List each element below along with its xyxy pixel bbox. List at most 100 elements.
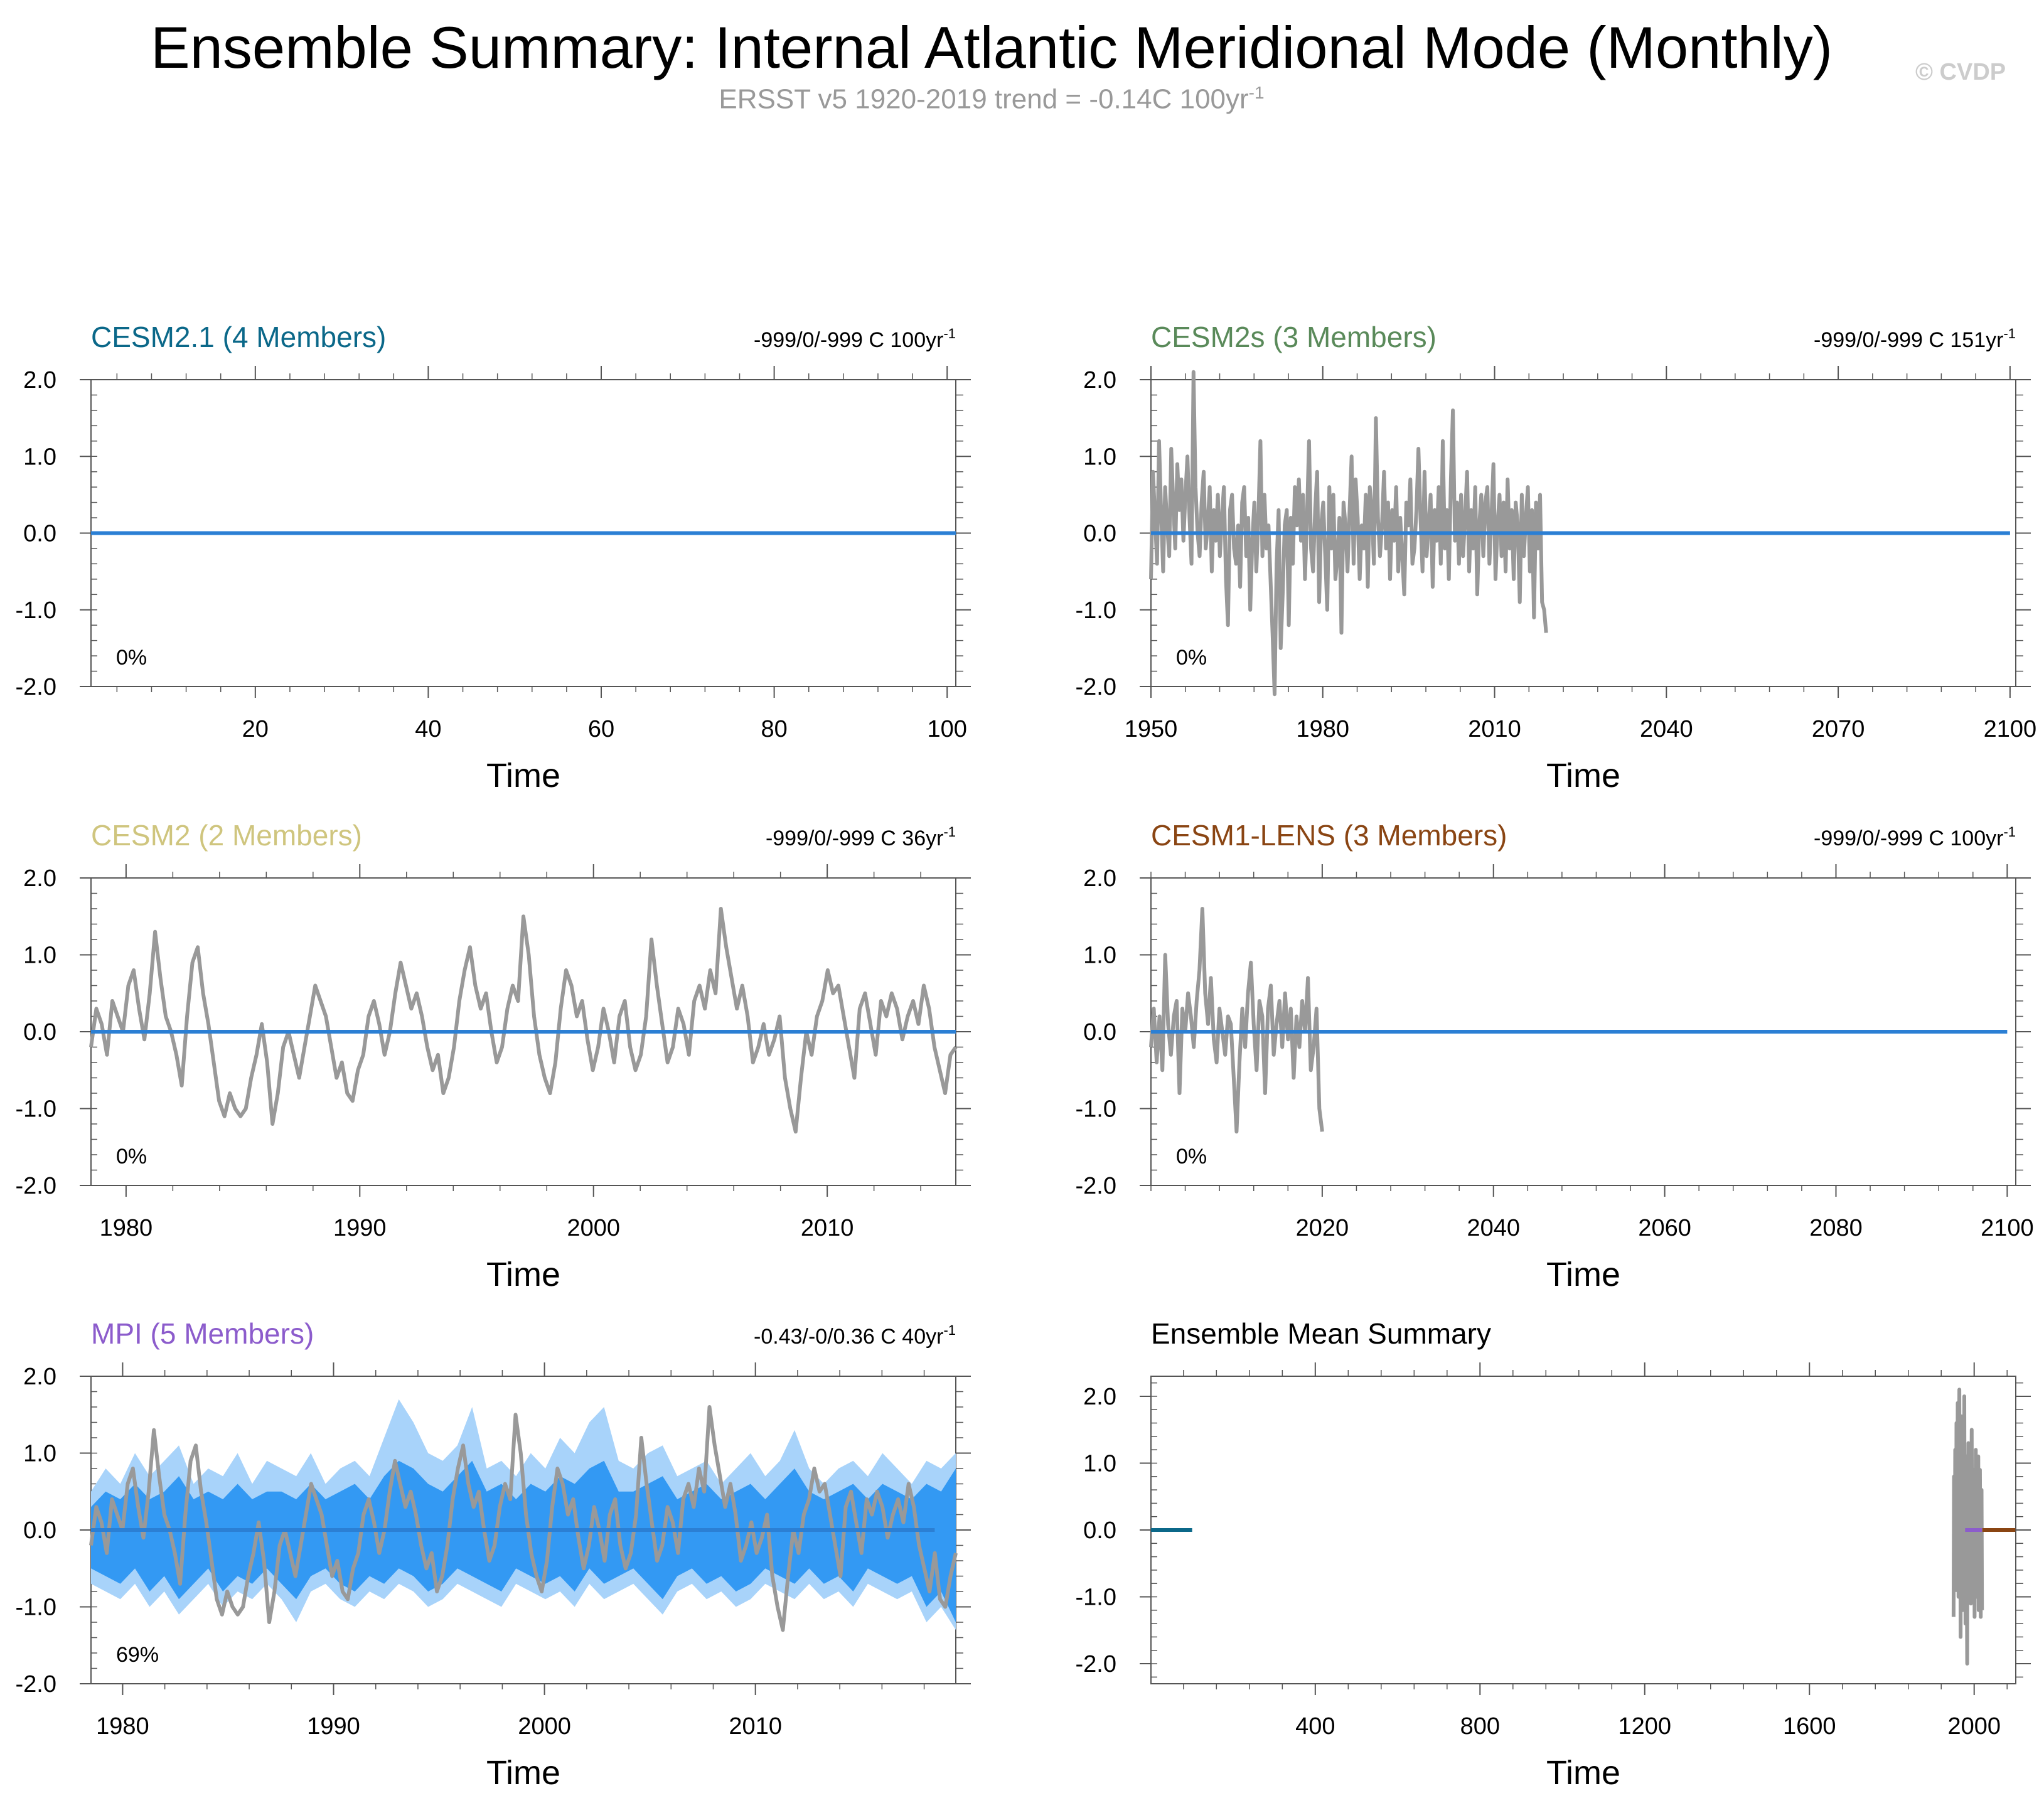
x-tick-label: 2040: [1467, 1215, 1520, 1241]
x-tick-label: 800: [1460, 1713, 1500, 1740]
x-tick-label: 1990: [333, 1215, 387, 1241]
panel-trend-text: -0.43/-0/0.36 C 40yr-1: [754, 1322, 956, 1349]
chart-panel-1: 2.0 1.0 0.0 -1.0 -2.0 20 40 60 80 100 CESM2.1 (4 M…: [16, 321, 971, 794]
x-tick-label: 80: [761, 716, 787, 742]
chart-panel-6: 2.0 1.0 0.0 -1.0 -2.0 400 800 1200 1600 2000 Ensem…: [1076, 1317, 2031, 1792]
x-axis-label: Time: [486, 757, 560, 794]
x-tick-label: 2010: [729, 1713, 782, 1740]
trend-value: -0.43/-0/0.36 C 40yr: [754, 1325, 943, 1349]
x-axis-label: Time: [486, 1256, 560, 1293]
trend-superscript: -1: [943, 326, 956, 341]
panel-title: Ensemble Mean Summary: [1151, 1317, 1491, 1350]
y-tick-label: 0.0: [23, 521, 56, 547]
chart-panel-5: 2.0 1.0 0.0 -1.0 -2.0 1980 1990 2000 2010 MPI (5 …: [16, 1317, 971, 1792]
trend-value: -999/0/-999 C 100yr: [1814, 826, 2003, 850]
plot-frame: [1150, 1376, 2016, 1684]
panel-title: CESM1-LENS (3 Members): [1151, 819, 1507, 852]
x-tick-label: 2040: [1640, 716, 1693, 742]
series-observed: [89, 907, 958, 1134]
series-observed: [89, 1405, 958, 1632]
y-tick-label: -1.0: [16, 1595, 56, 1621]
panel-title: MPI (5 Members): [91, 1317, 314, 1350]
y-tick-label: 0.0: [23, 1019, 56, 1046]
y-tick-label: -2.0: [1076, 1651, 1116, 1677]
y-tick-label: 2.0: [1083, 367, 1116, 393]
y-tick-label: -2.0: [16, 1173, 56, 1199]
y-tick-label: -1.0: [1076, 1096, 1116, 1123]
panel-trend-text: -999/0/-999 C 100yr-1: [754, 326, 956, 352]
x-tick-label: 60: [588, 716, 614, 742]
x-axis-label: Time: [486, 1754, 560, 1792]
y-tick-label: 2.0: [1083, 865, 1116, 892]
trend-superscript: -1: [943, 824, 956, 840]
series-observed: [1951, 1388, 1984, 1666]
y-tick-label: 1.0: [1083, 943, 1116, 969]
trend-value: -999/0/-999 C 100yr: [754, 328, 943, 352]
y-tick-label: -1.0: [1076, 597, 1116, 624]
x-tick-label: 100: [928, 716, 967, 742]
chart-panel-3: 2.0 1.0 0.0 -1.0 -2.0 1980 1990 2000 2010 CESM2 (…: [16, 819, 971, 1293]
x-tick-label: 2000: [1947, 1713, 2001, 1740]
x-tick-label: 1980: [96, 1713, 149, 1740]
x-tick-label: 2100: [1984, 716, 2037, 742]
panel-trend-text: -999/0/-999 C 100yr-1: [1814, 824, 2016, 850]
y-tick-label: -2.0: [1076, 674, 1116, 700]
y-tick-label: 2.0: [1083, 1384, 1116, 1410]
y-tick-label: 0.0: [23, 1517, 56, 1544]
x-tick-label: 40: [415, 716, 441, 742]
panel-percent-label: 0%: [1176, 646, 1207, 670]
panel-title: CESM2.1 (4 Members): [91, 321, 386, 353]
y-tick-label: -1.0: [16, 1096, 56, 1123]
y-tick-label: 1.0: [23, 1441, 56, 1467]
x-axis-label: Time: [1546, 1754, 1620, 1792]
series-observed: [1149, 907, 1324, 1134]
x-tick-label: 2070: [1812, 716, 1865, 742]
panel-title: CESM2 (2 Members): [91, 819, 362, 852]
y-tick-label: -2.0: [16, 674, 56, 700]
y-tick-label: -1.0: [16, 597, 56, 624]
panel-percent-label: 0%: [116, 1145, 147, 1169]
subtitle-superscript: -1: [1248, 83, 1265, 102]
credit-watermark: © CVDP: [1915, 59, 2006, 85]
x-tick-label: 1200: [1618, 1713, 1671, 1740]
y-tick-label: 2.0: [23, 1364, 56, 1390]
panel-percent-label: 69%: [116, 1643, 159, 1667]
x-tick-label: 20: [242, 716, 269, 742]
trend-value: -999/0/-999 C 36yr: [766, 826, 944, 850]
x-tick-label: 2000: [567, 1215, 620, 1241]
x-tick-label: 2010: [1468, 716, 1521, 742]
trend-superscript: -1: [943, 1322, 956, 1338]
panel-trend-text: -999/0/-999 C 151yr-1: [1814, 326, 2016, 352]
y-tick-label: -1.0: [1076, 1585, 1116, 1611]
x-tick-label: 2010: [801, 1215, 854, 1241]
page-title: Ensemble Summary: Internal Atlantic Meri…: [150, 14, 1833, 80]
x-tick-label: 2000: [518, 1713, 571, 1740]
x-axis-label: Time: [1546, 757, 1620, 794]
x-tick-label: 1950: [1125, 716, 1178, 742]
trend-superscript: -1: [2003, 326, 2016, 341]
y-tick-label: 1.0: [23, 943, 56, 969]
page-subtitle: ERSST v5 1920-2019 trend = -0.14C 100yr-…: [0, 83, 1983, 115]
trend-value: -999/0/-999 C 151yr: [1814, 328, 2003, 352]
y-tick-label: 1.0: [23, 444, 56, 470]
y-tick-label: 1.0: [1083, 1450, 1116, 1477]
panel-percent-label: 0%: [116, 646, 147, 670]
y-tick-label: 0.0: [1083, 1019, 1116, 1046]
x-tick-label: 1990: [307, 1713, 360, 1740]
panel-title: CESM2s (3 Members): [1151, 321, 1437, 353]
panel-percent-label: 0%: [1176, 1145, 1207, 1169]
subtitle-text: ERSST v5 1920-2019 trend = -0.14C 100yr: [719, 83, 1249, 115]
x-tick-label: 2100: [1981, 1215, 2034, 1241]
y-tick-label: 0.0: [1083, 1517, 1116, 1544]
x-tick-label: 1980: [1297, 716, 1350, 742]
y-tick-label: 1.0: [1083, 444, 1116, 470]
x-axis-label: Time: [1546, 1256, 1620, 1293]
y-tick-label: 2.0: [23, 367, 56, 393]
chart-panel-2: 2.0 1.0 0.0 -1.0 -2.0 1950 1980 2010 2040 2070 210…: [1076, 321, 2037, 794]
y-tick-label: -2.0: [1076, 1173, 1116, 1199]
chart-panel-4: 2.0 1.0 0.0 -1.0 -2.0 2020 2040 2060 2080 2100 CES…: [1076, 819, 2034, 1293]
x-tick-label: 2060: [1638, 1215, 1691, 1241]
x-tick-label: 400: [1295, 1713, 1335, 1740]
series-observed: [1149, 370, 1548, 697]
